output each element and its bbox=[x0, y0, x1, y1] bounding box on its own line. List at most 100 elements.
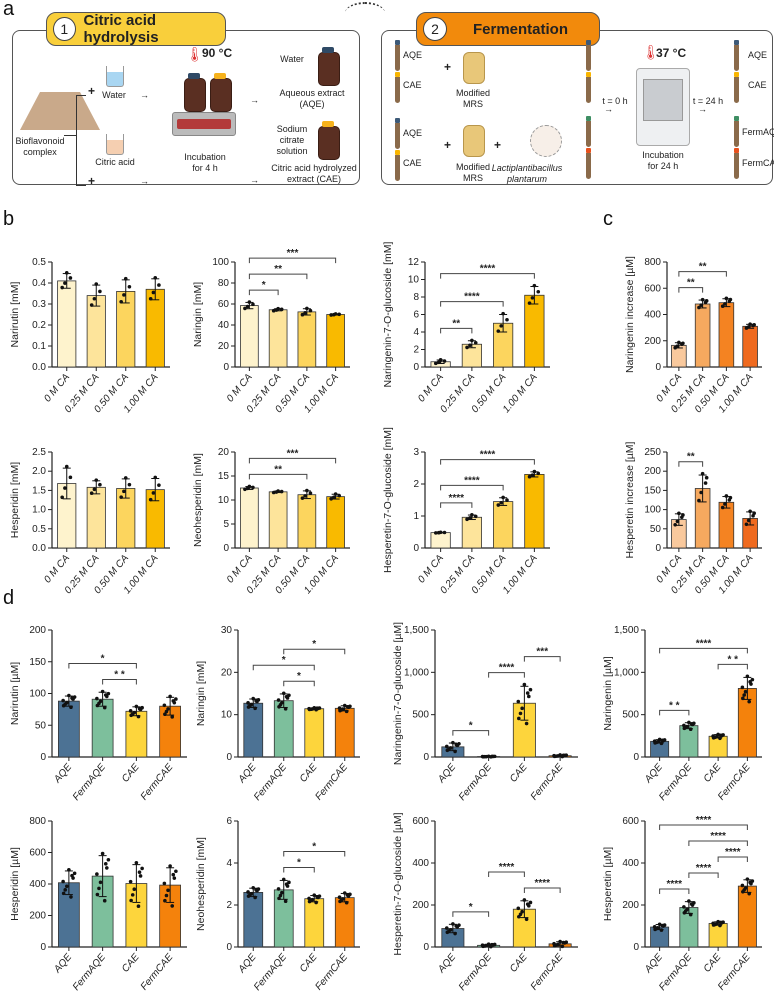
data-point bbox=[157, 283, 161, 287]
panel-label-d: d bbox=[3, 587, 15, 609]
data-point bbox=[163, 898, 167, 903]
water-label: Water bbox=[102, 90, 126, 100]
x-tick-label: FermAQE bbox=[252, 952, 289, 991]
significance-bracket bbox=[440, 502, 473, 508]
aqe-tube-label: AQE bbox=[403, 50, 423, 60]
significance-bracket bbox=[488, 672, 525, 678]
bar bbox=[268, 309, 288, 368]
significance-label: *** bbox=[287, 248, 299, 259]
significance-bracket bbox=[523, 887, 561, 893]
significance-label: * bbox=[469, 902, 473, 913]
y-tick-label: 500 bbox=[622, 710, 639, 721]
y-axis-label: Naringenin-7-O-glucoside [mM] bbox=[382, 241, 394, 387]
data-point bbox=[308, 491, 313, 495]
y-tick-label: 10 bbox=[408, 275, 420, 286]
x-tick-label: CAE bbox=[298, 952, 320, 975]
fermentation-box bbox=[381, 30, 773, 185]
sodium-citrate-label: Sodium citrate solution bbox=[276, 124, 308, 156]
data-point bbox=[92, 487, 97, 492]
data-point bbox=[245, 486, 250, 491]
data-point bbox=[675, 519, 680, 524]
data-point bbox=[151, 290, 156, 295]
data-point bbox=[134, 860, 139, 865]
y-tick-label: 600 bbox=[622, 816, 639, 827]
x-tick-label: FermAQE bbox=[252, 762, 289, 803]
significance-label: **** bbox=[448, 493, 464, 504]
y-tick-label: 0 bbox=[40, 752, 46, 763]
y-tick-label: 800 bbox=[29, 816, 46, 827]
data-point bbox=[283, 899, 288, 904]
data-point bbox=[69, 705, 73, 710]
y-tick-label: 0.0 bbox=[32, 543, 46, 554]
significance-label: ** bbox=[699, 262, 707, 273]
chart-c-naringenin-increase: 0 200 400 600 800 Naringenin increase [µM] 0 M… bbox=[617, 240, 770, 422]
bar bbox=[326, 314, 345, 368]
significance-bracket bbox=[248, 257, 337, 264]
data-point bbox=[151, 491, 156, 495]
significance-label: **** bbox=[480, 450, 496, 461]
x-tick-label: 0 M CA bbox=[416, 372, 446, 405]
data-point bbox=[276, 887, 281, 891]
data-point bbox=[283, 707, 288, 711]
y-tick-label: 6 bbox=[413, 310, 419, 321]
data-point bbox=[530, 473, 535, 477]
data-point bbox=[746, 518, 751, 523]
cae-tube-label: CAE bbox=[403, 158, 422, 168]
data-point bbox=[98, 880, 103, 885]
bar bbox=[58, 700, 80, 758]
x-tick-label: CAE bbox=[298, 762, 320, 785]
data-point bbox=[700, 297, 705, 302]
data-point bbox=[89, 303, 94, 307]
data-point bbox=[137, 870, 142, 874]
x-tick-label: AQE bbox=[642, 952, 665, 976]
y-tick-label: 150 bbox=[29, 657, 46, 668]
data-point bbox=[505, 317, 509, 322]
citric-acid-beaker-icon bbox=[106, 134, 124, 155]
data-point bbox=[505, 498, 509, 502]
data-point bbox=[332, 312, 336, 317]
x-tick-label: AQE bbox=[436, 762, 459, 786]
data-point bbox=[688, 727, 693, 732]
y-tick-label: 1.0 bbox=[32, 505, 46, 516]
data-point bbox=[699, 490, 703, 495]
bar bbox=[708, 735, 728, 758]
mrs-label: Modified MRS bbox=[455, 88, 491, 109]
chart-b-hesperidin: 0.0 0.5 1.0 1.5 2.0 2.5 Hesperidin [mM] 0 M CA 0… bbox=[2, 430, 178, 603]
data-point bbox=[683, 725, 688, 730]
data-point bbox=[700, 471, 705, 476]
y-tick-label: 40 bbox=[218, 320, 230, 331]
data-point bbox=[528, 900, 533, 905]
data-point bbox=[436, 360, 441, 365]
x-tick-label: FermAQE bbox=[457, 762, 494, 803]
data-point bbox=[277, 896, 281, 901]
data-point bbox=[745, 877, 750, 881]
y-axis-label: Neohesperidin [mM] bbox=[192, 453, 204, 547]
data-point bbox=[329, 313, 333, 317]
significance-label: * bbox=[262, 280, 266, 291]
data-point bbox=[97, 886, 101, 891]
data-point bbox=[677, 340, 681, 345]
data-point bbox=[253, 706, 257, 711]
x-tick-label: AQE bbox=[236, 952, 259, 976]
significance-bracket bbox=[678, 271, 727, 277]
data-point bbox=[60, 285, 64, 290]
out-fermcae-label: FermCAE bbox=[742, 158, 774, 168]
data-point bbox=[683, 909, 688, 913]
data-point bbox=[536, 289, 541, 294]
y-tick-label: 0 bbox=[423, 752, 429, 763]
bar bbox=[493, 501, 514, 549]
data-point bbox=[501, 495, 505, 500]
bar bbox=[524, 294, 545, 368]
chart-d-naringenin: 0 500 1,000 1,500 Naringenin [µM] AQE FermAQE C… bbox=[595, 608, 770, 812]
data-point bbox=[153, 475, 158, 480]
data-point bbox=[444, 926, 449, 930]
data-point bbox=[98, 482, 102, 487]
data-point bbox=[499, 324, 503, 328]
chart-svg: 0 2 4 6 8 10 12 Naringenin-7-O-glucoside [mM] 0 … bbox=[382, 241, 550, 415]
y-tick-label: 400 bbox=[29, 879, 46, 890]
data-point bbox=[92, 296, 97, 301]
